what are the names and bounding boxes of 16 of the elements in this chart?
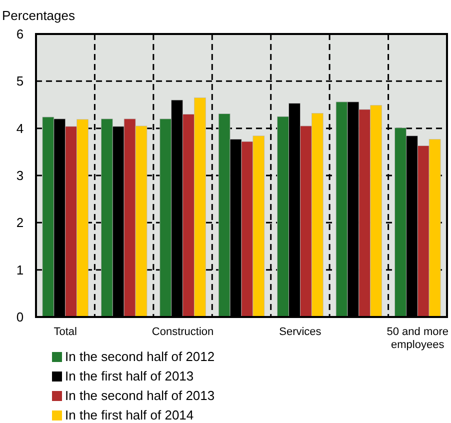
legend-label: In the first half of 2014 [65,408,194,422]
x-tick-label: Total [54,326,77,338]
legend-label: In the second half of 2012 [65,349,215,364]
x-tick-label: Services [279,326,322,338]
y-tick-label: 4 [16,120,24,136]
y-tick-label: 3 [16,168,24,184]
y-tick-label: 0 [16,310,24,325]
y-tick-label: 5 [16,74,24,89]
y-tick-label: 1 [16,262,24,278]
x-tick-label: 50 and more employees [386,326,449,351]
y-tick-label: 2 [16,215,24,230]
y-axis-title: Percentages [2,8,76,23]
y-tick-label: 6 [16,26,24,42]
legend-label: In the first half of 2013 [65,368,194,384]
x-tick-label: Construction [152,326,214,338]
legend-label: In the second half of 2013 [65,388,215,403]
